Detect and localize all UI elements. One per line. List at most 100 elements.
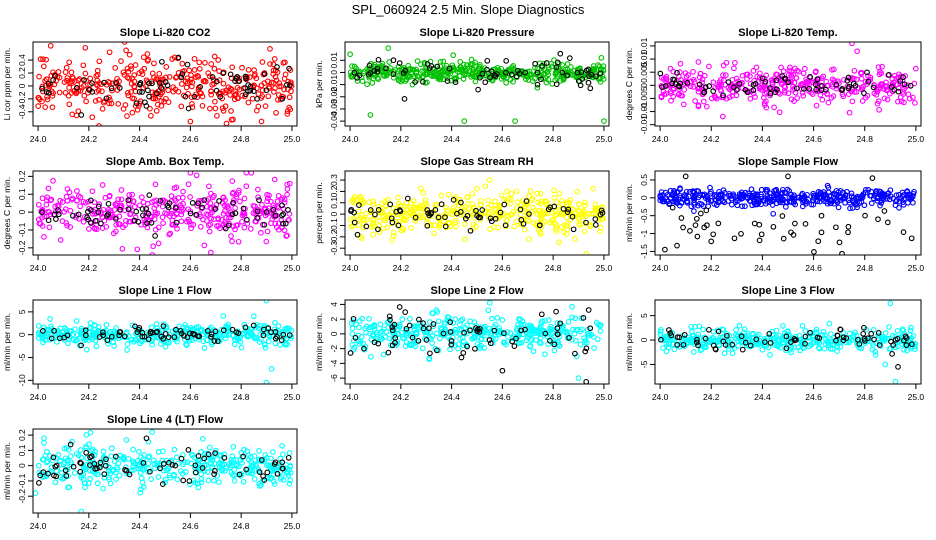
point-points bbox=[439, 67, 446, 74]
point-points bbox=[275, 323, 282, 329]
point-points bbox=[896, 191, 902, 198]
point-points bbox=[422, 197, 429, 204]
point-reference bbox=[487, 340, 494, 347]
point-reference bbox=[762, 78, 769, 85]
point-points bbox=[852, 201, 858, 207]
point-reference bbox=[87, 207, 94, 213]
point-points bbox=[65, 340, 71, 347]
y-tick-label: -5 bbox=[639, 360, 649, 368]
point-points bbox=[198, 90, 204, 97]
point-points bbox=[419, 345, 426, 352]
point-points bbox=[205, 477, 212, 484]
point-points bbox=[65, 92, 72, 99]
point-points bbox=[122, 464, 129, 471]
point-points bbox=[274, 198, 281, 205]
point-points bbox=[886, 196, 893, 203]
point-points bbox=[418, 61, 424, 68]
point-points bbox=[907, 196, 914, 203]
y-tick-label: 0 bbox=[17, 83, 27, 88]
point-points bbox=[859, 192, 866, 199]
plot-area bbox=[35, 171, 293, 255]
point-points bbox=[527, 343, 534, 349]
point-points bbox=[591, 66, 598, 73]
point-reference bbox=[434, 63, 441, 70]
point-points bbox=[129, 191, 136, 198]
point-points bbox=[791, 196, 798, 202]
point-points bbox=[564, 226, 571, 233]
point-reference bbox=[701, 89, 707, 96]
point-reference bbox=[406, 322, 413, 329]
point-points bbox=[286, 466, 293, 473]
point-reference bbox=[484, 66, 490, 73]
point-points bbox=[262, 103, 269, 109]
point-points bbox=[71, 88, 77, 95]
point-reference bbox=[95, 209, 102, 216]
point-points bbox=[173, 184, 180, 191]
point-points bbox=[41, 324, 47, 331]
panel-4: Slope Amb. Box Temp.degrees C per min.24… bbox=[2, 156, 300, 273]
point-reference bbox=[773, 77, 780, 84]
point-points bbox=[527, 72, 534, 78]
point-points bbox=[787, 64, 793, 71]
point-points bbox=[196, 65, 203, 72]
point-points bbox=[122, 102, 129, 108]
point-points bbox=[271, 213, 278, 220]
point-reference bbox=[868, 330, 875, 337]
point-points bbox=[480, 325, 487, 331]
point-points bbox=[529, 327, 536, 334]
point-points bbox=[197, 223, 204, 230]
point-reference bbox=[684, 79, 691, 86]
point-points bbox=[893, 192, 900, 199]
point-reference bbox=[286, 332, 293, 338]
point-points bbox=[551, 194, 558, 201]
point-points bbox=[349, 331, 356, 337]
point-points bbox=[208, 455, 215, 462]
point-points bbox=[871, 82, 877, 88]
point-points bbox=[80, 62, 87, 69]
point-reference bbox=[178, 455, 185, 462]
point-points bbox=[820, 73, 827, 80]
point-points bbox=[55, 452, 62, 458]
point-points bbox=[712, 94, 719, 101]
point-points bbox=[542, 351, 548, 358]
y-tick-label: 0.005 bbox=[639, 61, 649, 83]
point-points bbox=[436, 74, 443, 81]
point-reference bbox=[117, 329, 124, 335]
point-reference bbox=[100, 332, 106, 339]
point-points bbox=[677, 60, 684, 67]
point-reference bbox=[279, 465, 286, 472]
point-points bbox=[35, 462, 42, 469]
point-reference bbox=[807, 73, 813, 80]
panel-title: Slope Li-820 Pressure bbox=[420, 27, 535, 39]
point-points bbox=[854, 48, 860, 55]
point-reference bbox=[785, 79, 792, 86]
point-reference bbox=[116, 332, 123, 339]
point-reference bbox=[212, 450, 218, 456]
point-reference bbox=[845, 74, 852, 81]
point-points bbox=[697, 347, 704, 354]
point-points bbox=[70, 336, 77, 343]
point-reference bbox=[165, 334, 172, 341]
point-points bbox=[878, 200, 885, 206]
point-points bbox=[395, 63, 402, 70]
point-points bbox=[587, 223, 594, 230]
point-reference bbox=[476, 74, 483, 81]
point-reference bbox=[77, 459, 83, 466]
x-tick-label: 24.8 bbox=[545, 263, 562, 273]
point-points bbox=[65, 447, 72, 453]
point-reference bbox=[139, 329, 146, 336]
point-points bbox=[129, 467, 135, 473]
point-points bbox=[286, 480, 293, 487]
point-points bbox=[844, 188, 850, 195]
point-reference bbox=[509, 338, 516, 345]
x-tick-label: 24.0 bbox=[342, 263, 359, 273]
point-reference bbox=[461, 329, 467, 336]
point-points bbox=[858, 84, 865, 91]
point-points bbox=[427, 72, 434, 78]
plot-frame bbox=[654, 170, 922, 256]
point-reference bbox=[143, 103, 150, 109]
point-points bbox=[827, 346, 834, 352]
plot-frame bbox=[654, 299, 922, 385]
point-points bbox=[64, 186, 71, 192]
point-points bbox=[551, 347, 558, 354]
